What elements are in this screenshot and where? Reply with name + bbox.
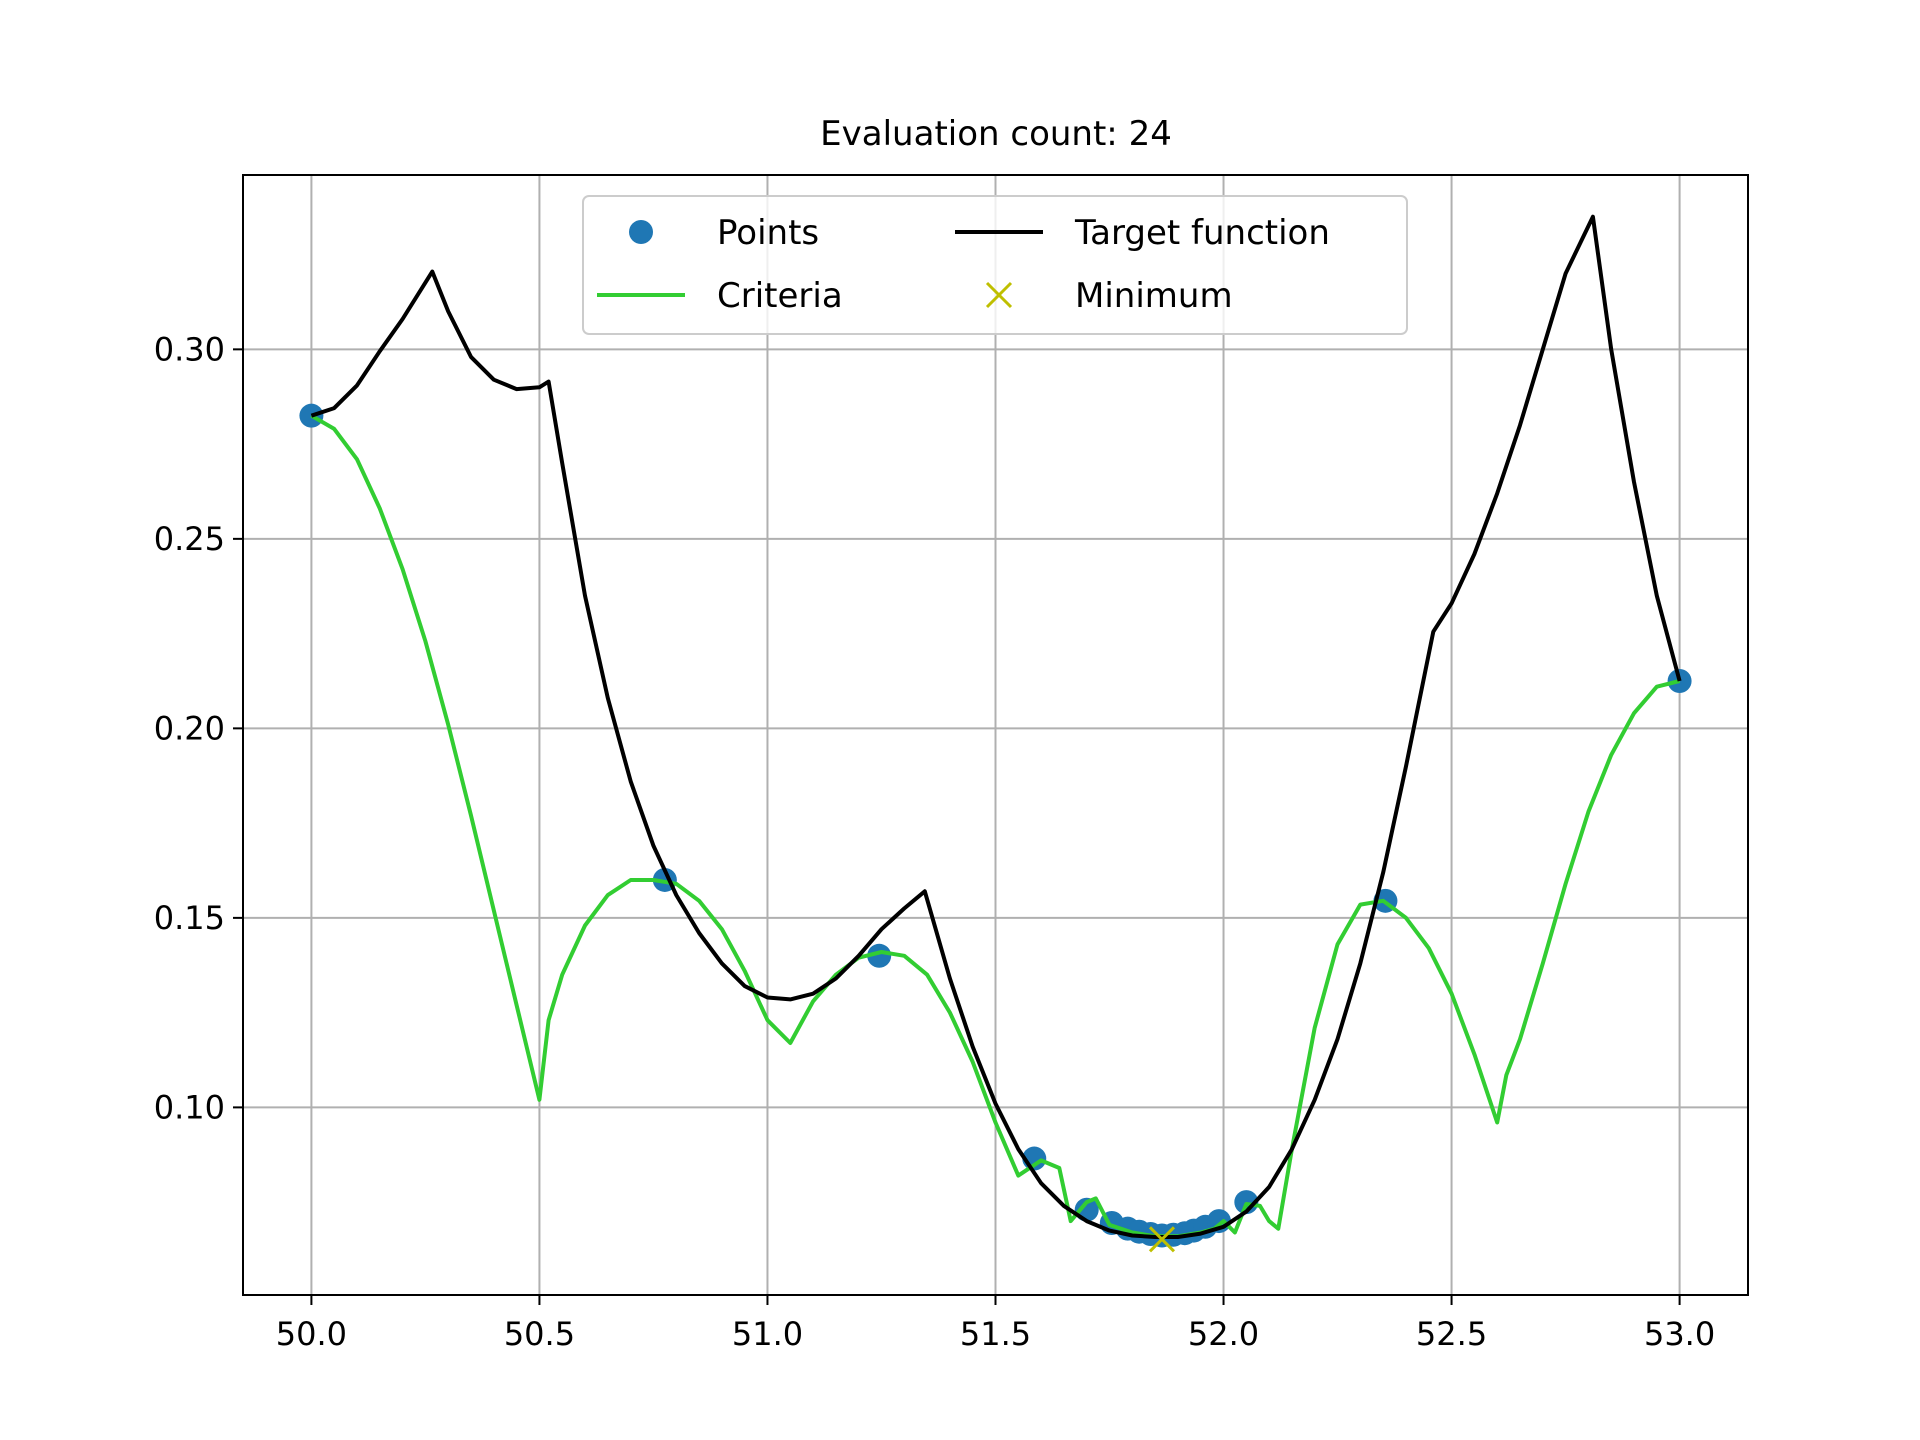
chart-title: Evaluation count: 24 (820, 114, 1172, 154)
y-tick-label: 0.25 (154, 520, 225, 558)
x-tick-label: 50.5 (504, 1315, 575, 1353)
y-axis-ticks: 0.10 0.15 0.20 0.25 0.30 (154, 330, 243, 1126)
criteria-line (310, 413, 1681, 1239)
legend-minimum-label: Minimum (1075, 276, 1233, 316)
x-axis-ticks: 50.0 50.5 51.0 51.5 52.0 52.5 53.0 (276, 1295, 1715, 1353)
x-tick-label: 51.5 (960, 1315, 1031, 1353)
plot-area (299, 214, 1692, 1253)
y-tick-label: 0.30 (154, 330, 225, 368)
legend-criteria-label: Criteria (717, 276, 843, 316)
legend-target-label: Target function (1074, 213, 1330, 253)
y-tick-label: 0.15 (154, 899, 225, 937)
legend-points-marker (629, 220, 653, 244)
y-tick-label: 0.10 (154, 1088, 225, 1126)
legend-box (582, 195, 1408, 335)
data-point (867, 943, 892, 968)
x-tick-label: 52.0 (1188, 1315, 1259, 1353)
minimum-marker (1148, 1226, 1176, 1253)
x-tick-label: 51.0 (732, 1315, 803, 1353)
x-tick-label: 53.0 (1644, 1315, 1715, 1353)
axes-frame (242, 174, 1749, 1296)
y-tick-label: 0.20 (154, 709, 225, 747)
legend: Points Criteria Target function Minimum (582, 195, 1408, 335)
x-tick-label: 50.0 (276, 1315, 347, 1353)
target-function-line (310, 214, 1682, 1239)
legend-minimum-marker (985, 281, 1013, 309)
legend-points-label: Points (717, 213, 819, 253)
x-tick-label: 52.5 (1416, 1315, 1487, 1353)
